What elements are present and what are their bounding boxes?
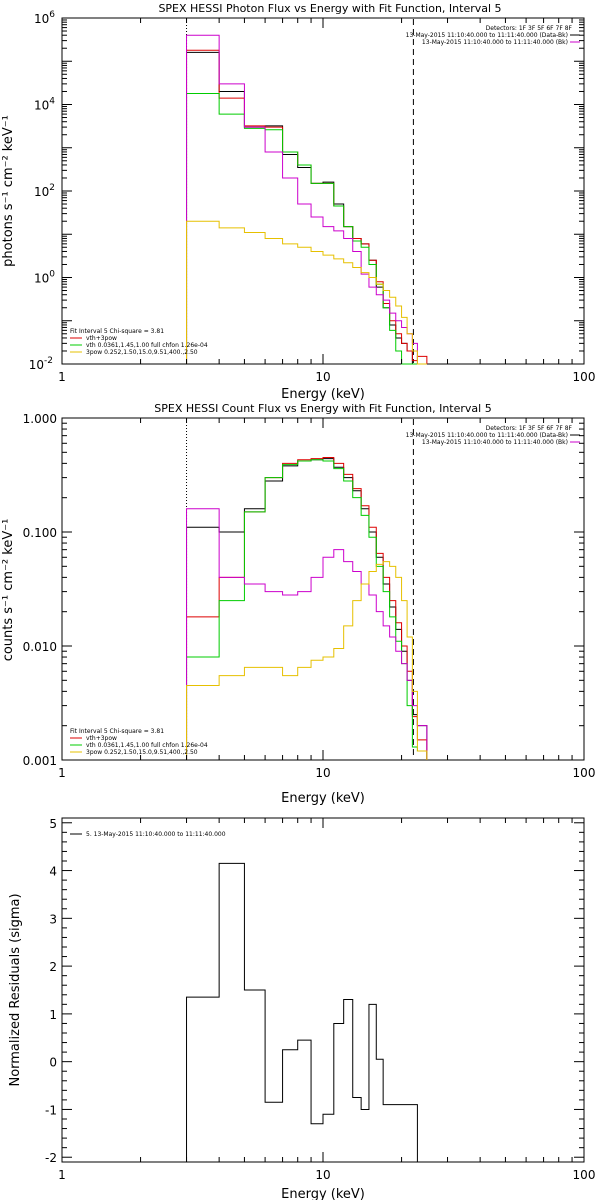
count-flux-ylabel: counts s⁻¹ cm⁻² keV⁻¹ xyxy=(1,519,16,662)
count-flux-series-4 xyxy=(186,561,428,760)
count-flux-legend-right: Detectors: 1F 3F 5F 6F 7F 8F13-May-2015 … xyxy=(406,425,580,446)
count-flux-legend-left: Fit Interval 5 Chi-square = 3.81vth+3pow… xyxy=(70,728,208,756)
photon-flux-legend-right: Detectors: 1F 3F 5F 6F 7F 8F13-May-2015 … xyxy=(406,25,580,46)
count-flux-xtick-label: 100 xyxy=(573,766,596,780)
count-flux-ytick-label: 1.000 xyxy=(23,412,57,426)
photon-flux-ytick-label: 104 xyxy=(34,97,55,113)
photon-flux-legend-entry: vth+3pow xyxy=(86,335,117,342)
residuals-panel: 1 10 100 -2 -1 0 1 2 3 4 5 Energy (keV) Normalized… xyxy=(8,817,595,1200)
photon-flux-series-4 xyxy=(186,220,427,365)
residuals-ytick-label: 1 xyxy=(49,1008,57,1022)
residuals-series-0 xyxy=(186,862,418,1162)
count-flux-legend-entry: 3pow 0.252,1.50,15.0,9.51,400.,2.50 xyxy=(86,749,198,756)
photon-flux-series-3 xyxy=(186,34,427,365)
count-flux-series-0 xyxy=(186,458,428,760)
residuals-xtick-label: 1 xyxy=(58,1168,66,1182)
residuals-ytick-label: 2 xyxy=(49,960,57,974)
photon-flux-xlabel: Energy (keV) xyxy=(281,387,365,402)
photon-flux-series-0 xyxy=(186,51,427,365)
photon-flux-ytick-label: 10-2 xyxy=(29,356,53,372)
residuals-series xyxy=(186,862,418,1162)
residuals-ytick-label: 5 xyxy=(49,817,57,831)
count-flux-xlabel: Energy (keV) xyxy=(281,791,365,806)
photon-flux-series-1 xyxy=(186,49,428,364)
residuals-plot-frame xyxy=(61,817,585,1163)
count-flux-axes: 1 10 100 0.001 0.010 0.100 1.000 xyxy=(23,412,596,780)
residuals-xtick-label: 100 xyxy=(573,1168,596,1182)
residuals-axes: 1 10 100 -2 -1 0 1 2 3 4 5 xyxy=(45,817,595,1182)
photon-flux-detectors-label: Detectors: 1F 3F 5F 6F 7F 8F xyxy=(486,25,573,32)
count-flux-ytick-label: 0.010 xyxy=(23,640,57,654)
count-flux-plot-frame xyxy=(61,417,585,761)
photon-flux-plot-frame xyxy=(61,17,585,365)
photon-flux-xtick-label: 10 xyxy=(315,370,330,384)
count-flux-legend-entry: 13-May-2015 11:10:40.000 to 11:11:40.000… xyxy=(422,439,568,446)
photon-flux-series xyxy=(186,19,428,365)
residuals-ytick-label: 4 xyxy=(49,865,57,879)
photon-flux-axes: 1 10 100 10-2 100 102 104 106 xyxy=(29,10,596,384)
count-flux-series-3 xyxy=(186,508,428,760)
residuals-legend-entry: 5. 13-May-2015 11:10:40.000 to 11:11:40.… xyxy=(86,831,226,838)
count-flux-xtick-label: 10 xyxy=(315,766,330,780)
photon-flux-legend-entry: 13-May-2015 11:10:40.000 to 11:11:40.000… xyxy=(422,39,568,46)
photon-flux-ytick-label: 100 xyxy=(34,270,55,286)
count-flux-legend-entry: vth 0.0361,1.45,1.00 full chfon 1.26e-04 xyxy=(86,742,208,749)
count-flux-xtick-label: 1 xyxy=(58,766,66,780)
residuals-xlabel: Energy (keV) xyxy=(281,1187,365,1200)
count-flux-legend-entry: 13-May-2015 11:10:40.000 to 11:11:40.000… xyxy=(406,432,568,439)
count-flux-series-1 xyxy=(186,457,428,760)
photon-flux-legend-entry: vth 0.0361,1.45,1.00 full chfon 1.26e-04 xyxy=(86,342,208,349)
photon-flux-xtick-label: 1 xyxy=(58,370,66,384)
photon-flux-fit-header: Fit Interval 5 Chi-square = 3.81 xyxy=(70,328,164,335)
photon-flux-ylabel: photons s⁻¹ cm⁻² keV⁻¹ xyxy=(1,115,16,267)
count-flux-fit-header: Fit Interval 5 Chi-square = 3.81 xyxy=(70,728,164,735)
count-flux-series-2 xyxy=(186,459,428,760)
photon-flux-panel: SPEX HESSI Photon Flux vs Energy with Fi… xyxy=(1,2,595,402)
residuals-ytick-label: -1 xyxy=(45,1103,57,1117)
photon-flux-xtick-label: 100 xyxy=(573,370,596,384)
count-flux-ytick-label: 0.100 xyxy=(23,526,57,540)
residuals-ytick-label: 3 xyxy=(49,912,57,926)
photon-flux-title: SPEX HESSI Photon Flux vs Energy with Fi… xyxy=(158,2,501,15)
count-flux-ytick-label: 0.001 xyxy=(23,754,57,768)
photon-flux-ytick-label: 106 xyxy=(34,10,55,26)
photon-flux-legend-entry: 3pow 0.252,1.50,15.0,9.51,400.,2.50 xyxy=(86,349,198,356)
photon-flux-legend-left: Fit Interval 5 Chi-square = 3.81vth+3pow… xyxy=(70,328,208,356)
photon-flux-ytick-label: 102 xyxy=(34,183,55,199)
residuals-xtick-label: 10 xyxy=(315,1168,330,1182)
count-flux-detectors-label: Detectors: 1F 3F 5F 6F 7F 8F xyxy=(486,425,573,432)
count-flux-legend-entry: vth+3pow xyxy=(86,735,117,742)
count-flux-title: SPEX HESSI Count Flux vs Energy with Fit… xyxy=(154,402,491,415)
photon-flux-legend-entry: 13-May-2015 11:10:40.000 to 11:11:40.000… xyxy=(406,32,568,39)
residuals-ytick-label: -2 xyxy=(45,1151,57,1165)
residuals-ytick-label: 0 xyxy=(49,1056,57,1070)
residuals-legend: 5. 13-May-2015 11:10:40.000 to 11:11:40.… xyxy=(70,831,226,838)
photon-flux-series-2 xyxy=(186,92,427,365)
residuals-ylabel: Normalized Residuals (sigma) xyxy=(8,893,23,1086)
count-flux-panel: SPEX HESSI Count Flux vs Energy with Fit… xyxy=(1,402,595,806)
count-flux-series xyxy=(186,419,428,760)
